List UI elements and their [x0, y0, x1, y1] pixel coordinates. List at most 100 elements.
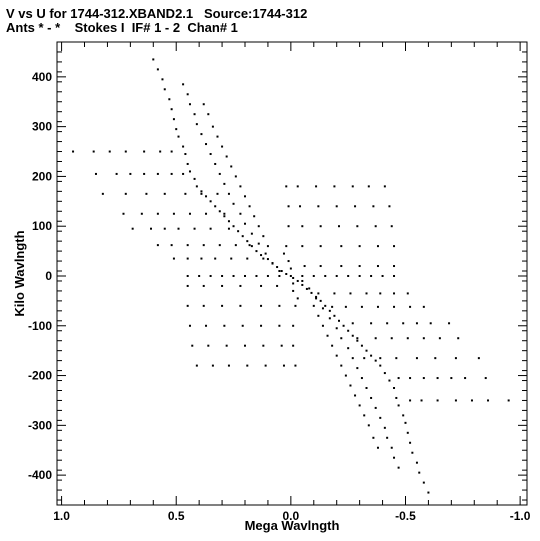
- data-point: [411, 451, 414, 454]
- data-point: [319, 245, 322, 248]
- data-point: [351, 334, 354, 337]
- data-point: [239, 304, 242, 307]
- data-point: [239, 185, 242, 188]
- data-point: [193, 113, 196, 116]
- data-point: [372, 205, 375, 208]
- data-point: [115, 172, 118, 175]
- y-tick-label: 400: [32, 70, 52, 84]
- data-point: [278, 324, 281, 327]
- data-point: [218, 244, 221, 247]
- data-point: [383, 426, 386, 429]
- data-point: [289, 267, 292, 270]
- data-point: [390, 446, 393, 449]
- data-point: [303, 265, 306, 268]
- data-point: [264, 364, 267, 367]
- data-point: [260, 324, 263, 327]
- data-point: [186, 93, 189, 96]
- x-tick-label: 1.0: [53, 509, 70, 523]
- data-point: [287, 225, 290, 228]
- data-point: [278, 270, 281, 273]
- plot-title-line-2: Ants * - * Stokes I IF# 1 - 2 Chan# 1: [6, 20, 238, 35]
- data-point: [324, 304, 327, 307]
- data-point: [205, 143, 208, 146]
- data-point: [301, 279, 304, 282]
- data-point: [239, 284, 242, 287]
- data-point: [292, 276, 295, 279]
- data-point: [470, 399, 473, 402]
- data-point: [358, 274, 361, 277]
- data-point: [234, 244, 237, 247]
- data-point: [266, 274, 269, 277]
- data-point: [282, 364, 285, 367]
- data-point: [200, 192, 203, 195]
- x-tick-label: -0.5: [395, 509, 416, 523]
- data-point: [227, 227, 230, 230]
- data-point: [344, 305, 347, 308]
- data-point: [404, 421, 407, 424]
- data-point: [237, 230, 240, 233]
- data-point: [257, 225, 260, 228]
- data-point: [464, 377, 467, 380]
- data-point: [292, 344, 295, 347]
- data-point: [172, 257, 175, 260]
- data-point: [241, 324, 244, 327]
- data-point: [487, 399, 490, 402]
- data-point: [195, 364, 198, 367]
- data-point: [422, 305, 425, 308]
- data-point: [434, 357, 437, 360]
- data-point: [225, 344, 228, 347]
- data-point: [248, 205, 251, 208]
- data-point: [209, 227, 212, 230]
- data-point: [340, 265, 343, 268]
- y-tick-label: -400: [28, 468, 52, 482]
- data-point: [209, 153, 212, 156]
- data-point: [143, 172, 146, 175]
- data-point: [223, 215, 226, 218]
- data-point: [365, 349, 368, 352]
- data-point: [393, 245, 396, 248]
- data-point: [395, 357, 398, 360]
- data-point: [195, 123, 198, 126]
- data-point: [246, 257, 249, 260]
- data-point: [477, 357, 480, 360]
- data-point: [156, 244, 159, 247]
- y-tick-labels: 400 300 200 100 0 -100 -200 -300 -400: [28, 70, 52, 482]
- data-point: [415, 322, 418, 325]
- data-point: [436, 399, 439, 402]
- data-point: [349, 384, 352, 387]
- data-point: [344, 374, 347, 377]
- data-point: [241, 235, 244, 238]
- data-point: [131, 227, 134, 230]
- data-point: [244, 274, 246, 277]
- data-point: [422, 481, 425, 484]
- data-point: [393, 292, 396, 295]
- data-point: [214, 162, 217, 165]
- y-tick-label: 200: [32, 169, 52, 183]
- data-point: [244, 195, 246, 198]
- data-point: [381, 274, 384, 277]
- data-point: [292, 324, 295, 327]
- data-point: [448, 322, 451, 325]
- data-point: [317, 292, 320, 295]
- data-point: [244, 344, 246, 347]
- data-point: [328, 317, 331, 320]
- data-point: [253, 215, 256, 218]
- data-point: [250, 232, 253, 235]
- data-point: [230, 257, 233, 260]
- data-point: [207, 113, 210, 116]
- data-point: [285, 245, 288, 248]
- data-point: [393, 265, 396, 268]
- data-point: [326, 334, 329, 337]
- data-point: [170, 244, 173, 247]
- data-point: [315, 185, 318, 188]
- data-point: [186, 274, 189, 277]
- data-point: [429, 322, 432, 325]
- data-point: [312, 304, 315, 307]
- data-point: [393, 456, 396, 459]
- data-point: [285, 272, 288, 275]
- data-point: [333, 292, 336, 295]
- data-point: [347, 329, 350, 332]
- data-point: [216, 135, 219, 138]
- data-point: [331, 305, 334, 308]
- data-point: [349, 292, 352, 295]
